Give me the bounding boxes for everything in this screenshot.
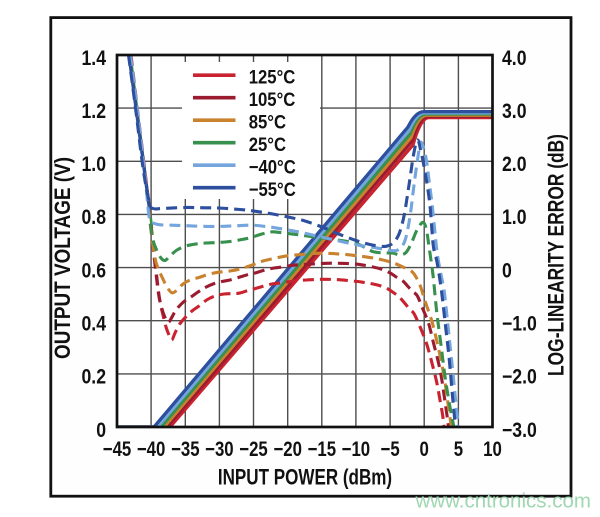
svg-text:10: 10 xyxy=(483,438,502,461)
svg-text:4.0: 4.0 xyxy=(502,46,527,70)
svg-text:−10: −10 xyxy=(342,438,370,461)
svg-text:0: 0 xyxy=(420,438,429,461)
svg-text:0: 0 xyxy=(96,418,106,442)
svg-text:OUTPUT VOLTAGE (V): OUTPUT VOLTAGE (V) xyxy=(51,157,76,359)
svg-text:−25: −25 xyxy=(239,438,268,461)
svg-text:−2.0: −2.0 xyxy=(502,365,537,389)
svg-text:−1.0: −1.0 xyxy=(502,312,537,336)
svg-text:−15: −15 xyxy=(308,438,337,461)
svg-text:0.8: 0.8 xyxy=(81,206,106,230)
svg-text:0.2: 0.2 xyxy=(81,365,106,389)
svg-text:−40°C: −40°C xyxy=(249,156,296,177)
svg-text:−40: −40 xyxy=(137,438,165,461)
svg-text:105°C: 105°C xyxy=(249,89,296,110)
svg-text:25°C: 25°C xyxy=(249,134,286,155)
svg-text:−35: −35 xyxy=(171,438,200,461)
svg-text:5: 5 xyxy=(454,438,464,461)
svg-text:−3.0: −3.0 xyxy=(502,418,537,442)
svg-text:85°C: 85°C xyxy=(249,111,286,132)
svg-text:0.6: 0.6 xyxy=(81,259,106,283)
svg-text:−55°C: −55°C xyxy=(249,179,296,200)
svg-text:1.0: 1.0 xyxy=(502,206,527,230)
svg-text:LOG-LINEARITY ERROR (dB): LOG-LINEARITY ERROR (dB) xyxy=(545,134,569,376)
svg-text:0.4: 0.4 xyxy=(81,312,106,336)
svg-text:INPUT POWER (dBm): INPUT POWER (dBm) xyxy=(218,465,392,490)
svg-text:1.2: 1.2 xyxy=(81,99,106,123)
svg-text:−20: −20 xyxy=(273,438,301,461)
svg-text:1.4: 1.4 xyxy=(81,46,106,70)
svg-text:www.cntronics.com: www.cntronics.com xyxy=(415,490,591,513)
svg-text:0: 0 xyxy=(502,259,512,283)
svg-text:−30: −30 xyxy=(205,438,233,461)
svg-text:125°C: 125°C xyxy=(249,66,296,87)
svg-text:−45: −45 xyxy=(103,438,132,461)
svg-text:3.0: 3.0 xyxy=(502,99,527,123)
svg-text:2.0: 2.0 xyxy=(502,153,527,177)
svg-text:−5: −5 xyxy=(381,438,401,461)
svg-text:1.0: 1.0 xyxy=(81,153,106,177)
